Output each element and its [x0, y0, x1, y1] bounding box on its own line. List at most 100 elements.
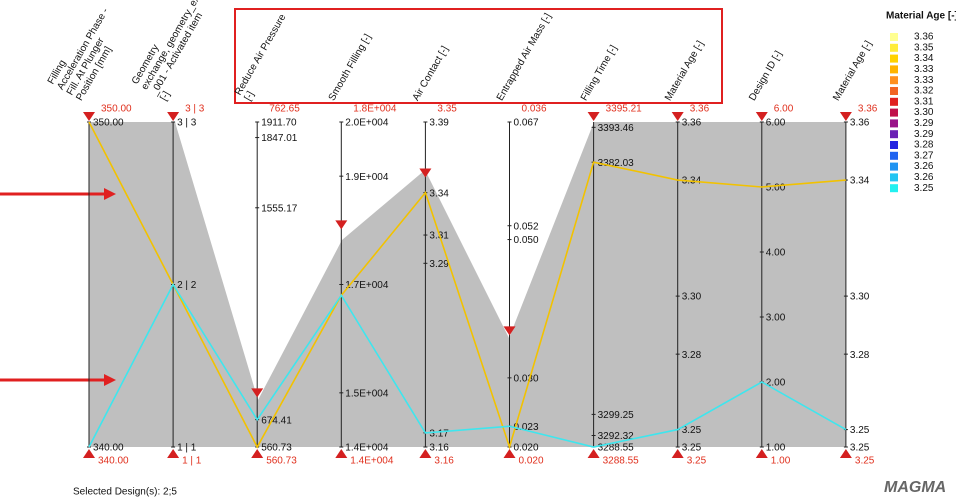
tick-label: 0.023 [514, 422, 539, 433]
design-envelope [89, 122, 846, 447]
filter-high-label: 350.00 [101, 104, 132, 115]
tick-label: 1.00 [766, 443, 786, 454]
tick-label: 1911.70 [261, 118, 297, 129]
axis-title: Entrapped Air Mass [-] [495, 11, 554, 102]
legend-label: 3.29 [914, 129, 934, 140]
filter-marker-high [251, 388, 264, 398]
legend-swatch [890, 151, 898, 160]
tick-label: 0.030 [514, 373, 539, 384]
filter-low-label: 1.4E+004 [350, 456, 394, 467]
tick-label: 3.25 [682, 425, 702, 436]
tick-label: 3.36 [682, 118, 702, 129]
filter-low-label: 560.73 [266, 456, 297, 467]
tick-label: 1.4E+004 [345, 443, 389, 454]
filter-marker-high [587, 112, 600, 121]
tick-label: 3288.55 [598, 443, 635, 454]
filter-marker-low [251, 449, 264, 458]
tick-label: 6.00 [766, 118, 786, 129]
tick-label: 3.30 [682, 292, 702, 303]
filter-high-label: 3 | 3 [185, 104, 205, 115]
filter-marker-low [83, 449, 95, 458]
legend-swatch [890, 184, 898, 193]
tick-label: 1.5E+004 [345, 388, 389, 399]
filter-low-label: 340.00 [98, 456, 129, 467]
tick-label: 2.00 [766, 378, 786, 389]
legend-swatch [890, 173, 898, 182]
arrow [0, 374, 116, 386]
tick-label: 3.25 [850, 443, 870, 454]
legend-label: 3.34 [914, 53, 934, 64]
legend-label: 3.26 [914, 172, 934, 183]
legend-label: 3.35 [914, 42, 934, 53]
legend-label: 3.27 [914, 150, 934, 161]
legend-swatch [890, 65, 898, 74]
filter-marker-high [671, 112, 684, 121]
legend-swatch [890, 119, 898, 128]
filter-low-label: 0.020 [519, 456, 544, 467]
highlight-box [234, 8, 723, 104]
tick-label: 3.29 [429, 259, 449, 270]
filter-low-label: 1.00 [771, 456, 791, 467]
filter-high-label: 0.036 [522, 104, 547, 115]
axis-title: Air Contact [-] [411, 44, 451, 103]
filter-marker-low [587, 449, 600, 458]
filter-marker-low [671, 449, 684, 458]
tick-label: 350.00 [93, 118, 124, 129]
tick-label: 3.17 [429, 429, 449, 440]
legend-label: 3.29 [914, 118, 934, 129]
design-line [88, 282, 847, 448]
tick-label: 0.052 [514, 221, 539, 232]
legend-label: 3.30 [914, 107, 934, 118]
legend-label: 3.32 [914, 86, 934, 97]
filter-marker-high [335, 220, 348, 230]
tick-label: 1.9E+004 [345, 172, 389, 183]
legend-swatch [890, 33, 898, 41]
filter-marker-low [419, 449, 432, 458]
tick-label: 3.34 [429, 188, 449, 199]
legend-label: 3.28 [914, 140, 934, 151]
selection-text: Selected Design(s): 2;5 [73, 487, 177, 498]
tick-label: 3.34 [850, 176, 870, 187]
legend-label: 3.33 [914, 64, 934, 75]
filter-marker-low [335, 449, 348, 458]
tick-label: 1.7E+004 [345, 280, 389, 291]
filter-marker-low [839, 449, 852, 458]
tick-label: 3.30 [850, 292, 870, 303]
filter-low-label: 3288.55 [603, 456, 640, 467]
filter-low-label: 3.25 [687, 456, 707, 467]
tick-label: 0.050 [514, 235, 539, 246]
design-line [88, 121, 846, 450]
filter-high-label: 1.8E+004 [353, 104, 397, 115]
tick-label: 3.36 [850, 118, 870, 129]
logo: MAGMA [884, 479, 946, 496]
tick-label: 340.00 [93, 443, 124, 454]
tick-label: 0.067 [514, 118, 539, 129]
filter-marker-low [503, 449, 516, 458]
tick-label: 3.25 [682, 443, 702, 454]
legend-label: 3.26 [914, 161, 934, 172]
legend-swatch [890, 97, 898, 106]
tick-label: 5.00 [766, 183, 786, 194]
legend-swatch [890, 130, 898, 139]
tick-label: 3.28 [850, 350, 870, 361]
legend-swatch [890, 162, 898, 171]
filter-marker-high [755, 112, 768, 121]
tick-label: 3.25 [850, 425, 870, 436]
tick-label: 1 | 1 [177, 443, 197, 454]
legend-swatch [890, 141, 898, 149]
filter-high-label: 762.65 [269, 104, 300, 115]
tick-label: 3.00 [766, 313, 786, 324]
tick-label: 3.16 [429, 443, 449, 454]
filter-high-label: 3.36 [858, 104, 878, 115]
legend-swatch [890, 108, 898, 117]
tick-label: 3393.46 [598, 123, 635, 134]
tick-label: 3.39 [429, 118, 449, 129]
filter-marker-low [167, 449, 180, 458]
filter-high-label: 3.36 [690, 104, 710, 115]
axis-title: Design ID [-] [747, 49, 784, 103]
filter-low-label: 3.16 [434, 456, 454, 467]
tick-label: 3.28 [682, 350, 702, 361]
axis-title: Reduce Air Pressure [233, 12, 289, 97]
filter-marker-low [755, 449, 768, 458]
tick-label: 2 | 2 [177, 280, 197, 291]
